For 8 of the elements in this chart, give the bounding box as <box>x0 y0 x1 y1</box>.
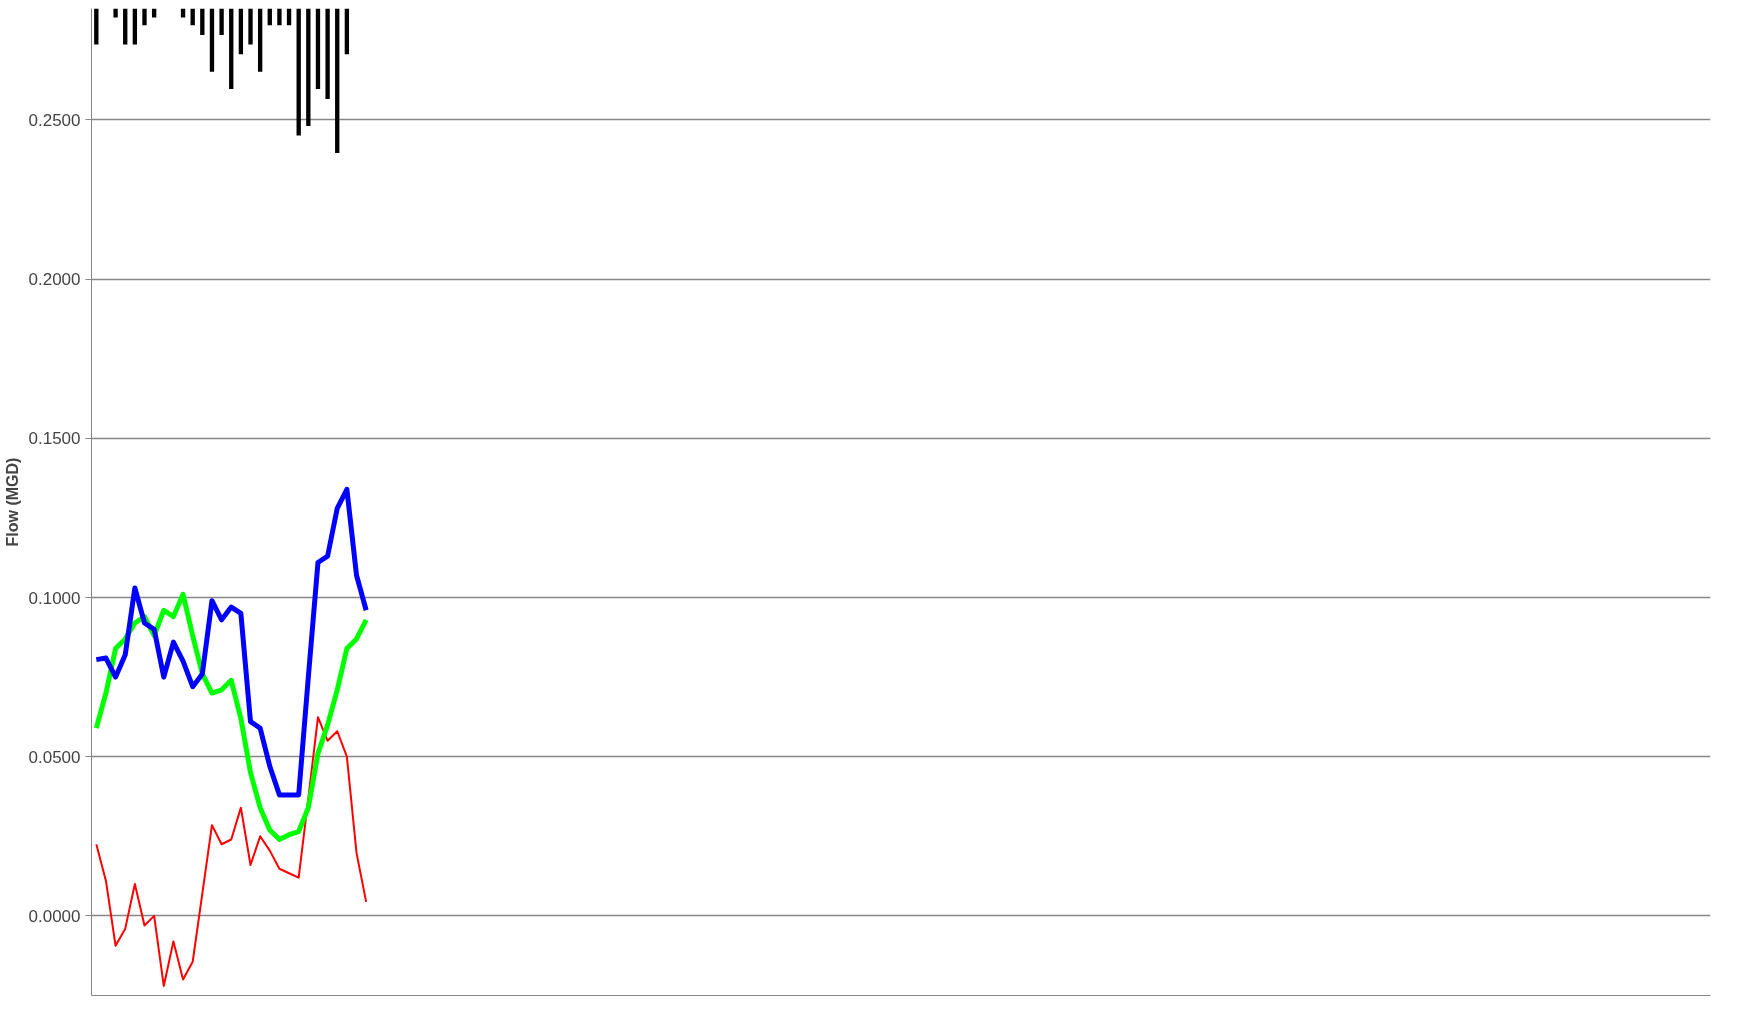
y-tick-label: 0.1000 <box>28 588 81 608</box>
y-tick-label: 0.0000 <box>28 906 81 926</box>
y-tick-label: 0.0500 <box>28 747 81 767</box>
y-tick-label: 0.1500 <box>28 429 81 449</box>
line-series <box>95 716 368 987</box>
y-tick-label: 0.2000 <box>28 270 81 290</box>
y-tick-label: 0.2500 <box>28 110 81 130</box>
y-axis-title: Flow (MGD) <box>3 457 21 547</box>
